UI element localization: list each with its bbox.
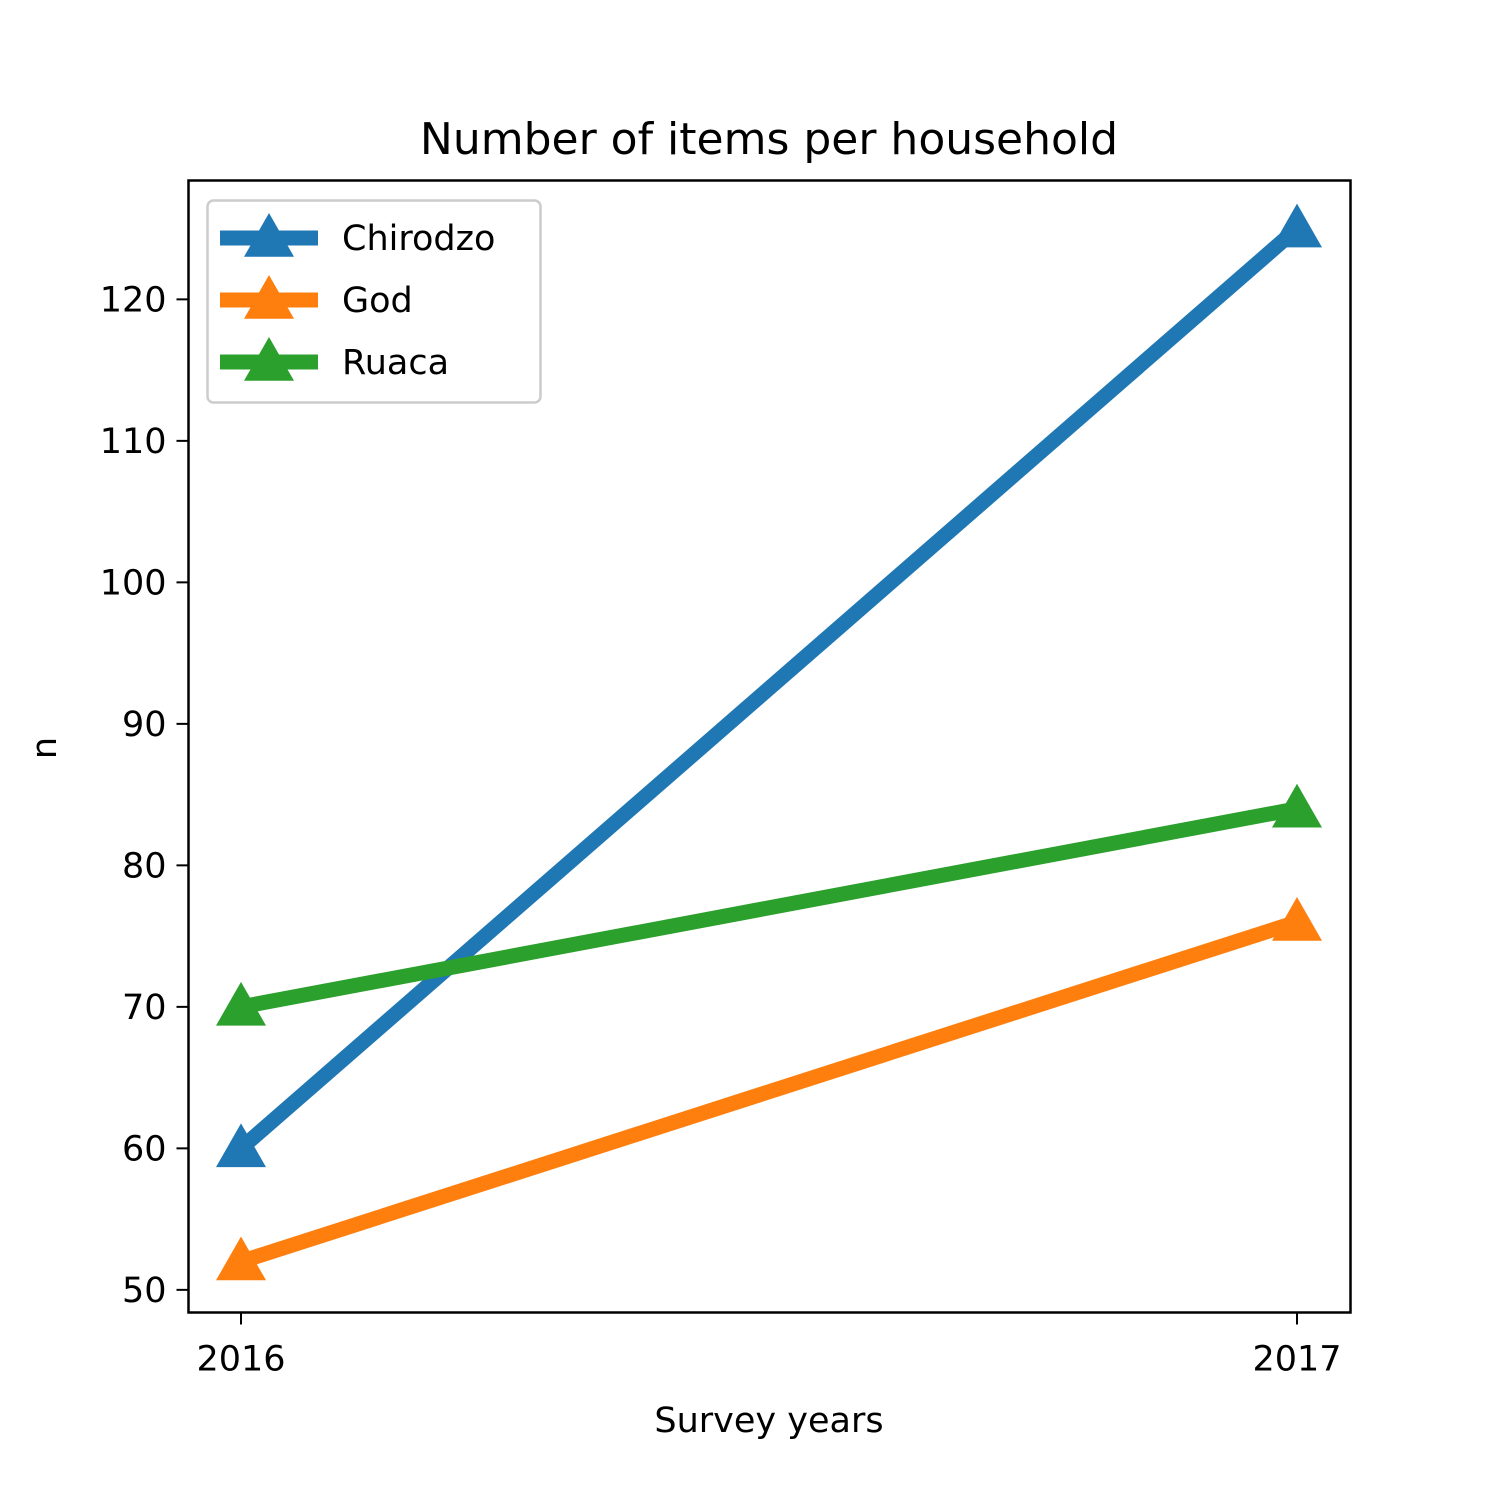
plot-area: [216, 203, 1322, 1281]
series-line-chirodzo: [236, 222, 1302, 1155]
y-tick-label: 120: [100, 280, 167, 320]
y-axis-label: n: [25, 737, 65, 759]
data-point-chirodzo: [216, 1123, 266, 1168]
x-axis-label: Survey years: [654, 1401, 883, 1441]
data-point-ruaca: [1272, 783, 1322, 828]
y-tick-label: 90: [122, 705, 167, 745]
data-point-god: [1272, 896, 1322, 941]
data-point-god: [216, 1236, 266, 1281]
y-tick-label: 60: [122, 1129, 167, 1169]
y-tick-label: 80: [122, 846, 167, 886]
y-tick-label: 70: [122, 988, 167, 1028]
legend-box: [206, 199, 542, 404]
y-axis: 50 60 70 80 90 100 110 120: [100, 280, 189, 1311]
data-point-chirodzo: [1272, 203, 1322, 248]
axes-frame: [187, 179, 1352, 1314]
y-tick-label: 100: [100, 563, 167, 603]
legend-label-god: God: [342, 281, 413, 321]
legend-marker-ruaca: [244, 337, 294, 381]
legend: Chirodzo God Ruaca: [206, 199, 542, 404]
y-tick-label: 50: [122, 1271, 167, 1311]
x-tick-label: 2017: [1252, 1340, 1341, 1380]
chart-title: Number of items per household: [420, 114, 1118, 165]
data-point-ruaca: [216, 981, 266, 1026]
x-tick-label: 2016: [196, 1340, 285, 1380]
series-line-god: [238, 914, 1300, 1269]
x-axis: 2016 2017: [196, 1312, 1342, 1380]
y-tick-label: 110: [100, 422, 167, 462]
legend-label-ruaca: Ruaca: [342, 343, 449, 383]
series-line-ruaca: [239, 801, 1299, 1015]
legend-marker-god: [244, 275, 294, 319]
legend-label-chirodzo: Chirodzo: [342, 219, 495, 259]
legend-marker-chirodzo: [244, 213, 294, 257]
